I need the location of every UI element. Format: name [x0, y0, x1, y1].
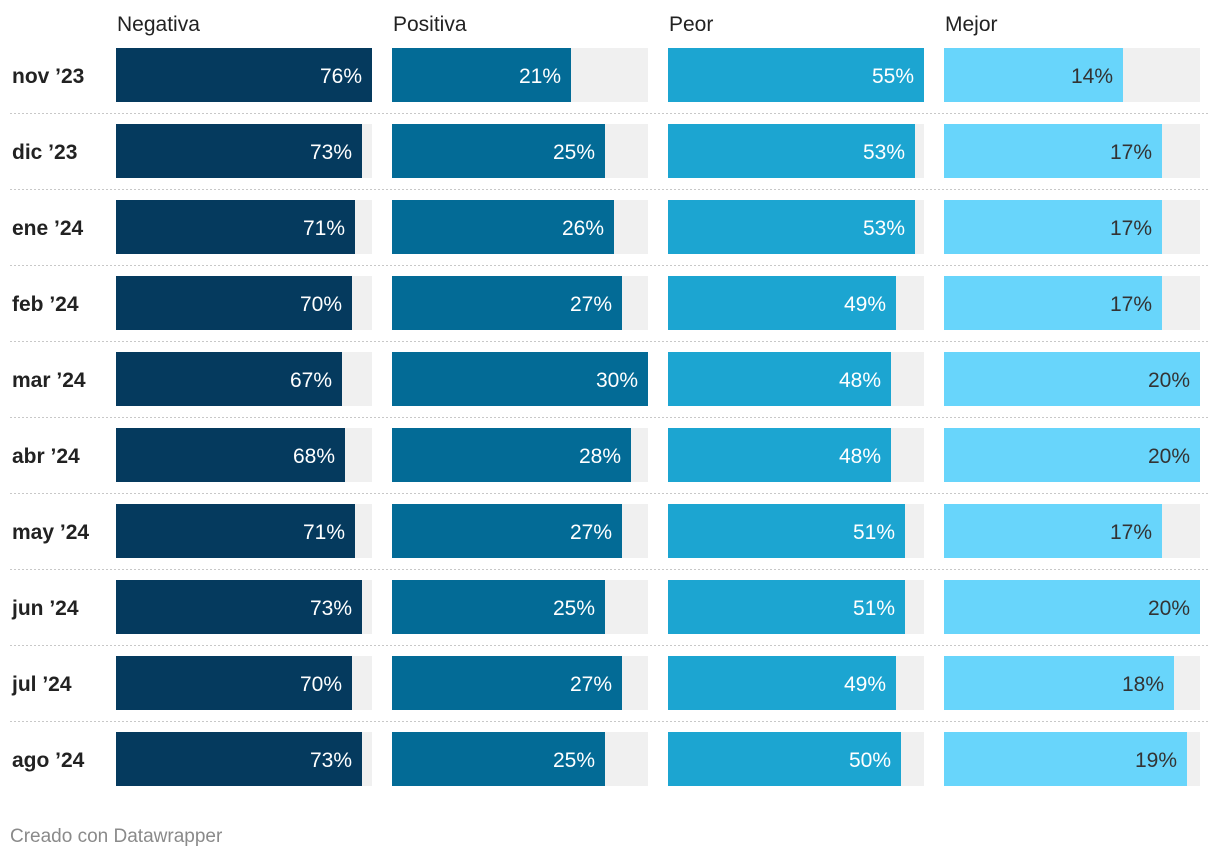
row-label: abr ’24	[12, 445, 80, 468]
data-label: 48%	[839, 369, 881, 392]
bar-mejor	[944, 580, 1200, 634]
data-label: 73%	[310, 597, 352, 620]
column-header-mejor: Mejor	[945, 13, 998, 36]
data-label: 71%	[303, 217, 345, 240]
bar-negativa	[116, 276, 352, 330]
bar-peor	[668, 124, 915, 178]
data-label: 17%	[1110, 521, 1152, 544]
data-label: 25%	[553, 141, 595, 164]
data-label: 49%	[844, 673, 886, 696]
bar-positiva	[392, 276, 622, 330]
data-label: 53%	[863, 141, 905, 164]
bar-peor	[668, 428, 891, 482]
bar-positiva	[392, 352, 648, 406]
bar-peor	[668, 352, 891, 406]
bar-peor	[668, 504, 905, 558]
data-label: 70%	[300, 673, 342, 696]
bar-positiva	[392, 48, 571, 102]
column-header-positiva: Positiva	[393, 13, 467, 36]
data-label: 18%	[1122, 673, 1164, 696]
bar-peor	[668, 656, 896, 710]
data-label: 51%	[853, 521, 895, 544]
bar-positiva	[392, 428, 631, 482]
data-label: 26%	[562, 217, 604, 240]
bar-negativa	[116, 124, 362, 178]
data-label: 25%	[553, 749, 595, 772]
bar-peor	[668, 276, 896, 330]
column-header-negativa: Negativa	[117, 13, 200, 36]
data-label: 67%	[290, 369, 332, 392]
row-label: ago ’24	[12, 749, 85, 772]
bar-mejor	[944, 428, 1200, 482]
data-label: 48%	[839, 445, 881, 468]
bar-mejor	[944, 656, 1174, 710]
bar-negativa	[116, 732, 362, 786]
data-label: 20%	[1148, 445, 1190, 468]
row-label: nov ’23	[12, 65, 84, 88]
data-label: 68%	[293, 445, 335, 468]
data-label: 25%	[553, 597, 595, 620]
bar-negativa	[116, 428, 345, 482]
bar-mejor	[944, 48, 1123, 102]
data-label: 19%	[1135, 749, 1177, 772]
bar-positiva	[392, 732, 605, 786]
data-label: 50%	[849, 749, 891, 772]
data-label: 76%	[320, 65, 362, 88]
row-label: mar ’24	[12, 369, 86, 392]
data-label: 55%	[872, 65, 914, 88]
bar-peor	[668, 732, 901, 786]
bar-mejor	[944, 504, 1162, 558]
row-label: dic ’23	[12, 141, 77, 164]
bar-negativa	[116, 580, 362, 634]
data-label: 73%	[310, 749, 352, 772]
data-label: 27%	[570, 521, 612, 544]
data-label: 71%	[303, 521, 345, 544]
bar-mejor	[944, 276, 1162, 330]
data-label: 70%	[300, 293, 342, 316]
data-label: 20%	[1148, 369, 1190, 392]
bar-mejor	[944, 732, 1187, 786]
data-label: 53%	[863, 217, 905, 240]
bar-negativa	[116, 200, 355, 254]
row-label: may ’24	[12, 521, 89, 544]
bar-peor	[668, 580, 905, 634]
column-header-peor: Peor	[669, 13, 713, 36]
data-label: 27%	[570, 293, 612, 316]
bar-positiva	[392, 200, 614, 254]
data-label: 17%	[1110, 217, 1152, 240]
bar-mejor	[944, 124, 1162, 178]
bar-positiva	[392, 580, 605, 634]
data-label: 21%	[519, 65, 561, 88]
row-label: ene ’24	[12, 217, 84, 240]
bar-positiva	[392, 656, 622, 710]
row-label: jun ’24	[11, 597, 79, 620]
data-label: 14%	[1071, 65, 1113, 88]
data-label: 28%	[579, 445, 621, 468]
bar-peor	[668, 48, 924, 102]
bar-negativa	[116, 48, 372, 102]
data-label: 49%	[844, 293, 886, 316]
bar-positiva	[392, 504, 622, 558]
data-label: 30%	[596, 369, 638, 392]
bar-positiva	[392, 124, 605, 178]
data-label: 73%	[310, 141, 352, 164]
footer-credit[interactable]: Creado con Datawrapper	[10, 826, 223, 847]
data-label: 27%	[570, 673, 612, 696]
row-label: feb ’24	[12, 293, 79, 316]
bar-peor	[668, 200, 915, 254]
bar-negativa	[116, 352, 342, 406]
bar-mejor	[944, 200, 1162, 254]
data-label: 51%	[853, 597, 895, 620]
data-label: 17%	[1110, 141, 1152, 164]
data-label: 20%	[1148, 597, 1190, 620]
bar-negativa	[116, 504, 355, 558]
row-label: jul ’24	[11, 673, 72, 696]
bar-negativa	[116, 656, 352, 710]
data-label: 17%	[1110, 293, 1152, 316]
bar-mejor	[944, 352, 1200, 406]
